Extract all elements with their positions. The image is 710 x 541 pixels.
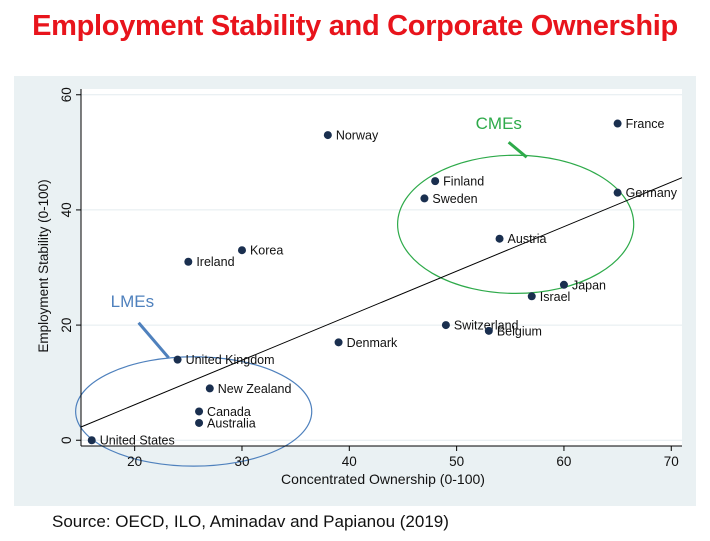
fit-line xyxy=(80,177,683,428)
point-norway xyxy=(323,131,332,140)
point-label-ireland: Ireland xyxy=(196,255,234,269)
y-tick-label: 40 xyxy=(59,202,74,217)
annotation-label-lmes: LMEs xyxy=(111,292,154,311)
pointer-cmes xyxy=(507,141,528,159)
pointer-lmes xyxy=(137,321,170,359)
point-label-austria: Austria xyxy=(508,232,547,246)
point-label-denmark: Denmark xyxy=(347,336,398,350)
point-label-united-kingdom: United Kingdom xyxy=(186,353,275,367)
point-ireland xyxy=(184,257,193,266)
point-denmark xyxy=(334,338,343,347)
point-label-norway: Norway xyxy=(336,129,379,143)
x-tick-label: 70 xyxy=(664,454,679,469)
plot-area xyxy=(81,89,682,446)
axes: 20 30 40 50 60 70 0 20 40 60 xyxy=(59,87,682,469)
chart-title: Employment Stability and Corporate Owner… xyxy=(32,10,678,42)
point-germany xyxy=(613,188,622,197)
x-tick-label: 40 xyxy=(342,454,357,469)
ellipse-lmes xyxy=(75,356,313,467)
point-japan xyxy=(559,280,568,289)
point-korea xyxy=(237,246,246,255)
point-label-canada: Canada xyxy=(207,405,251,419)
x-tick-label: 30 xyxy=(234,454,249,469)
annotation-label-cmes: CMEs xyxy=(476,114,522,133)
point-sweden xyxy=(420,194,429,203)
source-citation: Source: OECD, ILO, Aminadav and Papianou… xyxy=(52,512,449,531)
point-label-australia: Australia xyxy=(207,416,256,430)
annotation-ellipses xyxy=(75,154,635,467)
point-france xyxy=(613,119,622,128)
point-new-zealand xyxy=(205,384,214,393)
annotation-labels: LMEs CMEs xyxy=(111,114,528,359)
point-united-kingdom xyxy=(173,355,182,364)
point-label-israel: Israel xyxy=(540,290,571,304)
point-label-united-states: United States xyxy=(100,434,175,448)
y-tick-label: 0 xyxy=(59,436,74,444)
point-united-states xyxy=(87,436,96,445)
point-label-switzerland: Switzerland xyxy=(454,319,519,333)
x-tick-label: 60 xyxy=(556,454,571,469)
point-australia xyxy=(195,418,204,427)
point-israel xyxy=(527,292,536,301)
ellipse-cmes xyxy=(396,154,635,295)
point-label-finland: Finland xyxy=(443,175,484,189)
point-label-france: France xyxy=(626,117,665,131)
point-finland xyxy=(431,177,440,186)
point-label-japan: Japan xyxy=(572,278,606,292)
point-austria xyxy=(495,234,504,243)
fit-line-group xyxy=(80,177,683,428)
y-axis-label: Employment Stability (0-100) xyxy=(36,179,51,352)
y-tick-label: 60 xyxy=(59,87,74,102)
point-label-germany: Germany xyxy=(626,186,678,200)
point-label-korea: Korea xyxy=(250,244,283,258)
point-belgium xyxy=(484,326,493,335)
y-tick-label: 20 xyxy=(59,318,74,333)
x-axis-label: Concentrated Ownership (0-100) xyxy=(281,471,485,487)
point-canada xyxy=(195,407,204,416)
point-label-belgium: Belgium xyxy=(497,324,542,338)
point-label-new-zealand: New Zealand xyxy=(218,382,292,396)
gridlines xyxy=(81,94,682,441)
x-tick-label: 20 xyxy=(127,454,142,469)
point-switzerland xyxy=(441,321,450,330)
x-tick-label: 50 xyxy=(449,454,464,469)
point-label-sweden: Sweden xyxy=(432,192,477,206)
